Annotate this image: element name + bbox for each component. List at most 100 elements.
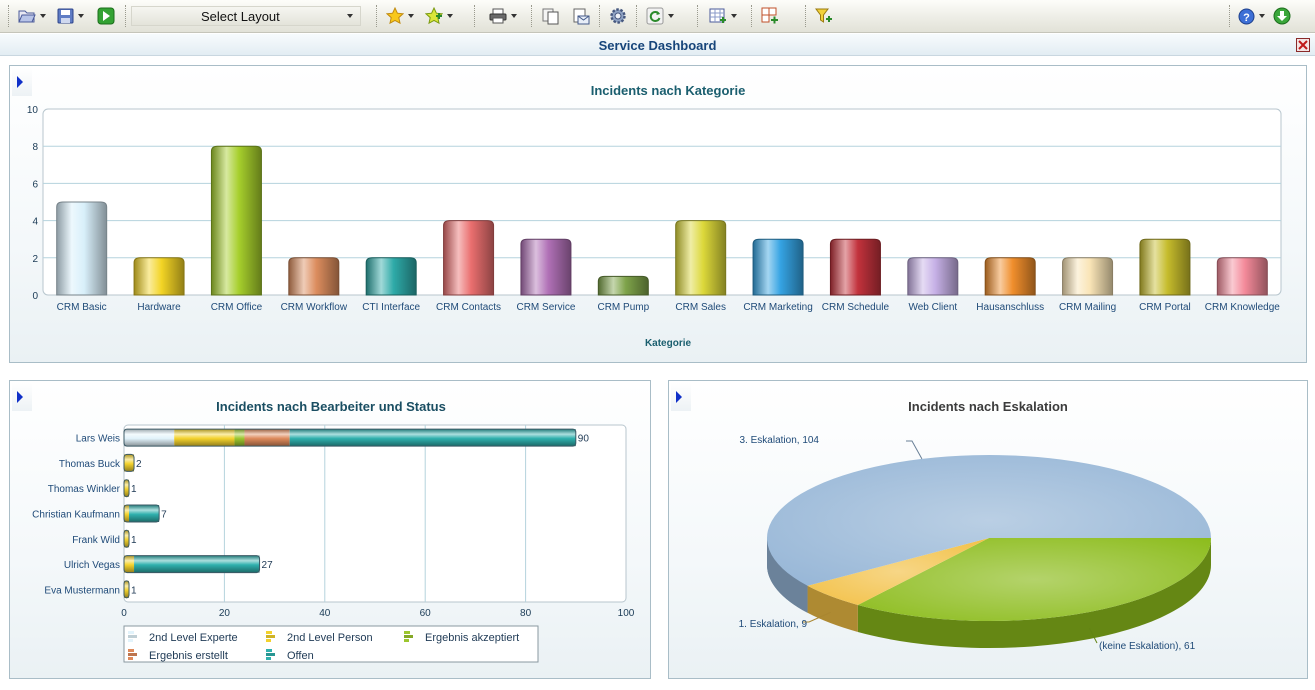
y-tick-label: 4 (32, 217, 38, 228)
panel-expand-button[interactable] (12, 383, 32, 411)
toolbar-separator (697, 5, 698, 27)
escalation-chart: Incidents nach Eskalation 3. Eskalation,… (739, 399, 1211, 652)
bar-segment (244, 429, 290, 447)
save-button[interactable] (57, 6, 84, 26)
bar (829, 238, 881, 296)
assignee-chart-title: Incidents nach Bearbeiter und Status (216, 399, 446, 414)
add-panel-icon (761, 7, 778, 24)
bar (56, 201, 108, 296)
bar-segment (174, 429, 235, 447)
bar-segment (124, 580, 130, 598)
select-layout-dropdown[interactable]: Select Layout (131, 6, 361, 26)
bar-outline (123, 453, 135, 472)
run-button[interactable] (97, 6, 115, 26)
category-chart-panel: Incidents nach Kategorie Kategorie 0 2 4 6 8… (9, 65, 1307, 363)
bar-outline (123, 479, 130, 498)
bar-outline (123, 555, 261, 574)
filter-icon (815, 8, 832, 23)
refresh-button[interactable] (646, 6, 674, 26)
refresh-icon (646, 7, 664, 25)
settings-gear-icon (610, 8, 626, 24)
legend-swatch-bar (404, 639, 409, 642)
select-layout-label: Select Layout (201, 8, 280, 24)
bar-segment (124, 555, 135, 573)
email-icon (573, 8, 590, 24)
bar (365, 257, 417, 296)
x-tick-label: CRM Service (516, 302, 575, 313)
x-tick-label: Web Client (908, 302, 957, 313)
print-button[interactable] (489, 6, 517, 26)
chevron-down-icon (511, 14, 517, 18)
legend (123, 625, 539, 663)
favorites-button[interactable] (386, 6, 414, 26)
data-label: 1 (131, 585, 137, 596)
x-tick-label: 0 (121, 608, 127, 619)
pie-slice (857, 538, 1211, 621)
bar-segment (129, 505, 160, 522)
category-chart-title: Incidents nach Kategorie (591, 83, 746, 98)
data-label: 27 (262, 560, 274, 571)
x-tick-label: 100 (618, 608, 635, 619)
favorite-star-icon (386, 7, 404, 25)
legend-swatch-bar (128, 649, 134, 652)
folder-open-icon (18, 10, 36, 23)
help-button[interactable]: ? (1238, 6, 1265, 26)
assignee-chart: Incidents nach Bearbeiter und Status 0 20… (32, 399, 635, 663)
pie-slice (807, 538, 989, 605)
bar-segment (124, 530, 130, 548)
y-tick-label: Frank Wild (72, 535, 120, 546)
close-button[interactable] (1296, 38, 1310, 52)
x-tick-label: 80 (520, 608, 532, 619)
bar (907, 257, 959, 296)
close-icon (1298, 40, 1308, 50)
bar (210, 145, 262, 296)
data-label: 2 (136, 459, 142, 470)
bar-segment (124, 429, 175, 447)
toolbar-separator (805, 5, 806, 27)
bar (675, 220, 727, 296)
panel-expand-button[interactable] (671, 383, 691, 411)
bar-segment (289, 429, 576, 447)
add-favorite-button[interactable] (425, 6, 453, 26)
panel-expand-button[interactable] (12, 68, 32, 96)
copy-button[interactable] (542, 6, 560, 26)
y-tick-label: 6 (32, 179, 38, 190)
y-tick-label: Lars Weis (76, 434, 120, 445)
svg-text:?: ? (1243, 12, 1250, 24)
pie-slice-label: (keine Eskalation), 61 (1099, 641, 1196, 652)
y-tick-label: 2 (32, 254, 38, 265)
pie-leader-line (803, 611, 831, 623)
chevron-down-icon (347, 14, 353, 18)
add-panel-button[interactable] (761, 6, 779, 26)
legend-label: 2nd Level Experte (149, 632, 238, 644)
x-tick-label: CRM Mailing (1059, 302, 1116, 313)
x-tick-label: CRM Office (211, 302, 263, 313)
bar (1216, 257, 1268, 296)
bar-outline (123, 529, 130, 548)
filter-button[interactable] (815, 6, 833, 26)
print-icon (489, 8, 507, 24)
bar (1062, 257, 1114, 296)
data-label: 7 (161, 510, 167, 521)
toolbar-separator (1229, 5, 1230, 27)
toolbar-separator (474, 5, 475, 27)
x-tick-label: 20 (219, 608, 231, 619)
pie-slice (767, 454, 1211, 586)
toolbar-separator (751, 5, 752, 27)
email-button[interactable] (572, 6, 590, 26)
download-button[interactable] (1273, 6, 1291, 26)
bar (984, 257, 1036, 296)
chevron-down-icon (40, 14, 46, 18)
x-tick-label: CRM Contacts (436, 302, 501, 313)
legend-swatch (404, 631, 413, 642)
bar-segment (124, 479, 130, 497)
dashboard-title-bar: Service Dashboard (0, 34, 1315, 56)
settings-button[interactable] (609, 6, 627, 26)
legend-swatch-bar (404, 635, 413, 638)
open-button[interactable] (18, 6, 46, 26)
add-grid-button[interactable] (709, 6, 737, 26)
pie-slice-side (807, 585, 858, 632)
toolbar-separator (531, 5, 532, 27)
bar-segment (124, 454, 135, 472)
add-grid-icon (709, 8, 726, 23)
